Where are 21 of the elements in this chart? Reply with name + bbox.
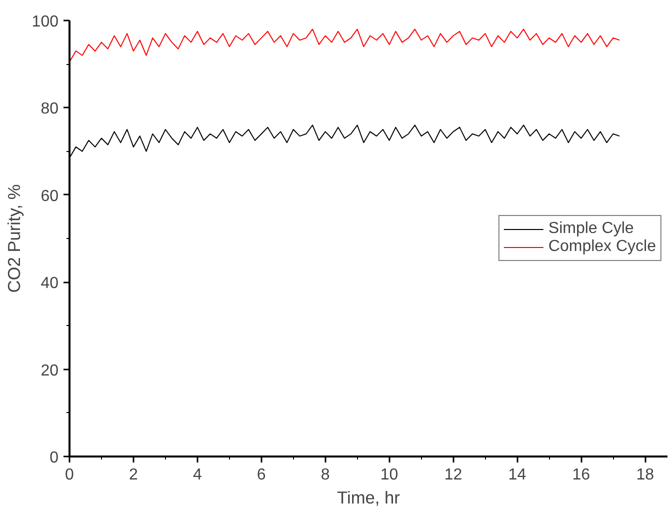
- x-tick-label: 10: [380, 466, 398, 484]
- x-tick-label: 6: [256, 466, 266, 484]
- x-tick-label: 4: [192, 466, 202, 484]
- x-tick-label: 8: [320, 466, 330, 484]
- x-tick-label: 18: [636, 466, 654, 484]
- y-tick-label: 80: [40, 100, 59, 118]
- x-tick-label: 2: [129, 466, 138, 484]
- y-axis-title: CO2 Purity, %: [4, 184, 24, 293]
- line-series: [70, 28, 620, 62]
- x-axis-title: Time, hr: [337, 488, 400, 508]
- y-tick-label: 60: [40, 188, 59, 205]
- y-tick-label: 20: [40, 362, 59, 380]
- x-tick-label: 0: [65, 466, 74, 484]
- y-tick-label: 100: [32, 14, 59, 30]
- x-tick-label: 16: [572, 466, 590, 484]
- legend-label: Simple Cyle: [548, 220, 634, 238]
- x-tick-label: 12: [444, 466, 462, 484]
- y-tick-label: 40: [40, 275, 59, 292]
- legend-label: Complex Cycle: [548, 238, 656, 256]
- x-tick-label: 14: [508, 466, 526, 484]
- y-tick-label: 0: [50, 450, 59, 466]
